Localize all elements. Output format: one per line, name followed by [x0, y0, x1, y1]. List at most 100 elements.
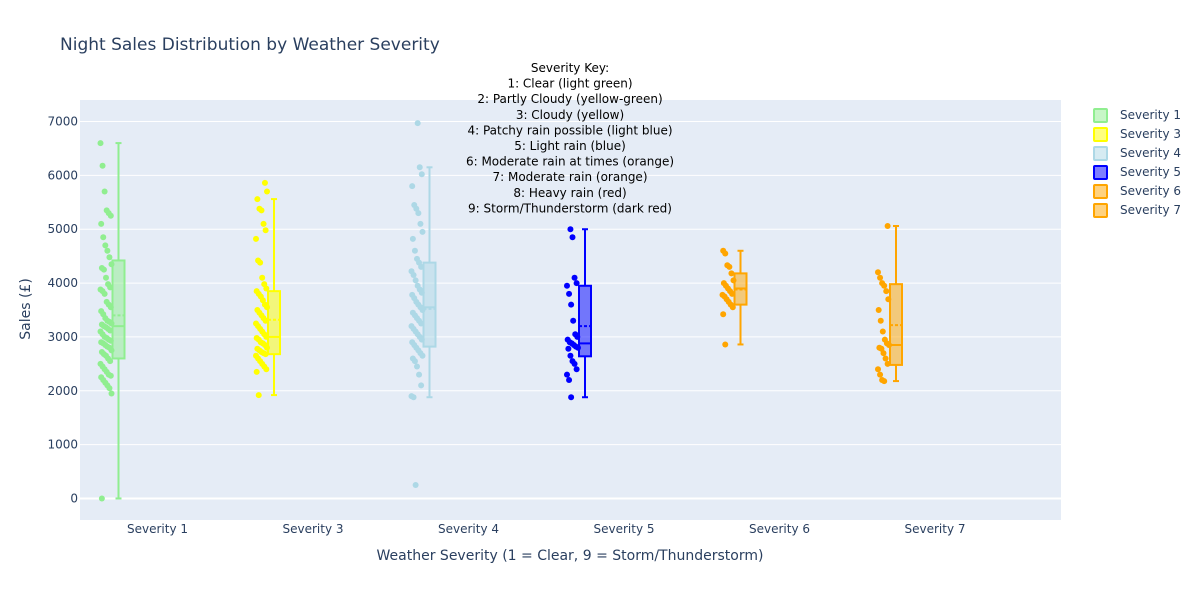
data-point: [260, 220, 267, 227]
data-point: [565, 345, 572, 352]
box-series-6: [875, 223, 903, 385]
data-point: [415, 210, 422, 217]
data-point: [253, 368, 260, 375]
severity-key-line: 8: Heavy rain (red): [513, 186, 626, 200]
legend-swatch: [1093, 127, 1108, 142]
legend-item[interactable]: Severity 1: [1093, 108, 1181, 123]
box-series: [97, 120, 903, 502]
data-point: [416, 371, 423, 378]
data-point: [570, 317, 577, 324]
data-point: [418, 382, 425, 389]
data-point: [261, 179, 268, 186]
data-point: [107, 212, 114, 219]
y-axis-ticks: 0 1000 2000 3000 4000 5000 6000 7000: [47, 115, 78, 506]
data-point: [567, 352, 574, 359]
box-series-3: [408, 120, 437, 488]
box-iqr: [267, 290, 281, 356]
legend-item[interactable]: Severity 7: [1093, 203, 1181, 218]
data-point: [254, 196, 261, 203]
x-tick-label: Severity 5: [593, 522, 654, 536]
severity-key-line: 6: Moderate rain at times (orange): [466, 155, 674, 169]
data-point: [107, 372, 114, 379]
data-point: [98, 495, 105, 502]
box-iqr: [111, 259, 126, 360]
legend-label: Severity 1: [1120, 108, 1181, 122]
data-point: [569, 234, 576, 241]
data-point: [410, 272, 417, 278]
data-point: [264, 188, 270, 195]
legend: Severity 1 Severity 3 Severity 4 Severity 5…: [1093, 108, 1181, 218]
data-point: [568, 394, 575, 401]
data-point: [99, 162, 106, 169]
data-point: [263, 366, 270, 373]
severity-key-line: 7: Moderate rain (orange): [492, 170, 647, 184]
data-point: [102, 242, 109, 249]
data-point: [419, 352, 426, 359]
data-point: [106, 254, 113, 261]
data-point: [255, 392, 262, 399]
y-tick-label: 1000: [47, 438, 78, 452]
data-point: [103, 274, 109, 281]
data-point: [564, 282, 570, 289]
box-iqr: [578, 284, 592, 358]
legend-item[interactable]: Severity 5: [1093, 165, 1181, 180]
x-tick-label: Severity 1: [127, 522, 188, 536]
severity-key-line: Severity Key:: [531, 61, 609, 75]
data-point: [97, 140, 104, 147]
severity-key-line: 3: Cloudy (yellow): [516, 108, 624, 122]
data-point: [262, 227, 269, 234]
data-point: [108, 390, 115, 397]
data-point: [419, 228, 426, 235]
severity-key-annotation: Severity Key: 1: Clear (light green)2: Pa…: [466, 61, 674, 215]
data-point: [414, 363, 420, 370]
legend-swatch: [1093, 108, 1108, 123]
data-point: [875, 366, 881, 373]
legend-item[interactable]: Severity 6: [1093, 184, 1181, 199]
chart-title: Night Sales Distribution by Weather Seve…: [60, 35, 440, 55]
legend-item[interactable]: Severity 4: [1093, 146, 1181, 161]
severity-key-line: 9: Storm/Thunderstorm (dark red): [468, 201, 672, 215]
box-series-1: [97, 140, 126, 502]
data-point: [568, 301, 575, 308]
data-point: [98, 220, 105, 227]
data-point: [100, 234, 107, 241]
data-point: [571, 360, 578, 367]
y-tick-label: 5000: [47, 222, 78, 236]
data-point: [564, 371, 570, 378]
x-tick-label: Severity 6: [749, 522, 810, 536]
data-point: [882, 355, 889, 362]
severity-key-line: 2: Partly Cloudy (yellow-green): [477, 92, 662, 106]
box-series-4: [564, 226, 592, 401]
box-iqr: [422, 261, 437, 348]
data-point: [722, 250, 729, 257]
legend-label: Severity 5: [1120, 165, 1181, 179]
legend-label: Severity 3: [1120, 127, 1181, 141]
data-point: [418, 171, 425, 178]
legend-item[interactable]: Severity 3: [1093, 127, 1181, 142]
series-points: [408, 120, 426, 488]
data-point: [258, 207, 265, 214]
data-point: [417, 220, 424, 227]
y-axis-title: Sales (£): [18, 278, 34, 340]
data-point: [877, 371, 884, 378]
data-point: [875, 307, 882, 313]
data-point: [881, 378, 888, 385]
y-tick-label: 4000: [47, 276, 78, 290]
legend-swatch: [1093, 146, 1108, 161]
data-point: [567, 226, 574, 233]
x-axis-ticks: Severity 1 Severity 3 Severity 4 Severity 5…: [127, 522, 966, 536]
data-point: [263, 285, 270, 292]
data-point: [101, 188, 108, 195]
data-point: [259, 274, 266, 281]
data-point: [411, 358, 418, 365]
x-tick-label: Severity 3: [282, 522, 343, 536]
box-series-2: [253, 179, 281, 399]
data-point: [412, 482, 419, 488]
box-series-5: [719, 247, 748, 348]
severity-key-line: 4: Patchy rain possible (light blue): [467, 123, 672, 137]
data-point: [877, 274, 884, 281]
data-point: [107, 358, 114, 365]
legend-label: Severity 6: [1120, 184, 1181, 198]
data-point: [106, 385, 113, 392]
data-point: [257, 259, 264, 266]
